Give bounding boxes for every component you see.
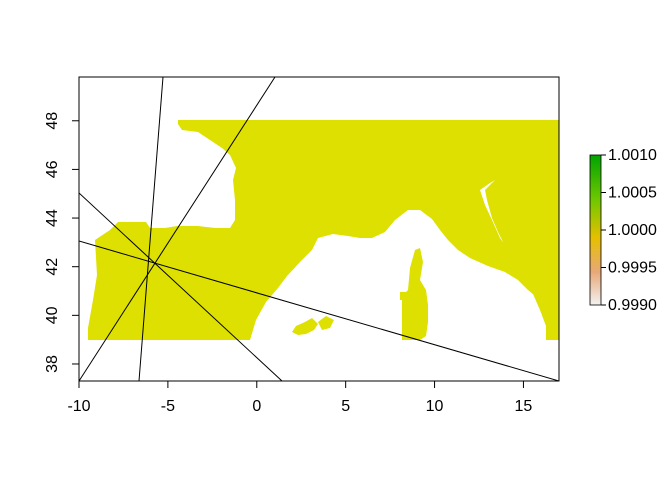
island-balearic-east	[318, 316, 334, 330]
raster-fill	[88, 120, 559, 340]
x-tick-label: -5	[161, 398, 175, 415]
x-tick-label: 5	[341, 398, 350, 415]
legend-tick-label: 1.0000	[608, 222, 657, 239]
y-axis: 38 40 42 44 46 48	[44, 112, 79, 373]
sardinia-gap	[400, 292, 408, 300]
legend-tick-label: 0.9995	[608, 260, 657, 277]
y-tick-label: 48	[44, 112, 61, 130]
raster-layer	[88, 120, 559, 340]
y-tick-label: 38	[44, 355, 61, 373]
y-tick-label: 44	[44, 209, 61, 227]
ray-line	[79, 240, 559, 381]
x-axis: -10 -5 0 5 10 15	[67, 381, 532, 415]
ray-line	[79, 77, 276, 381]
x-tick-label: -10	[67, 398, 90, 415]
y-tick-label: 40	[44, 306, 61, 324]
island-balearic	[292, 318, 318, 335]
plot-frame	[78, 76, 560, 382]
legend-colorbar	[589, 154, 602, 306]
x-tick-label: 0	[252, 398, 261, 415]
ray-line	[79, 192, 283, 381]
x-tick-label: 15	[515, 398, 533, 415]
ray-line	[138, 77, 164, 381]
legend-tick-label: 1.0005	[608, 185, 657, 202]
ray-lines	[79, 77, 559, 381]
y-tick-label: 42	[44, 258, 61, 276]
island-corsica	[402, 248, 428, 340]
y-tick-label: 46	[44, 160, 61, 178]
legend-tick-label: 1.0010	[608, 147, 657, 164]
legend-tick-label: 0.9990	[608, 297, 657, 314]
x-tick-label: 10	[426, 398, 444, 415]
color-legend: 1.0010 1.0005 1.0000 0.9995 0.9990	[589, 147, 657, 314]
